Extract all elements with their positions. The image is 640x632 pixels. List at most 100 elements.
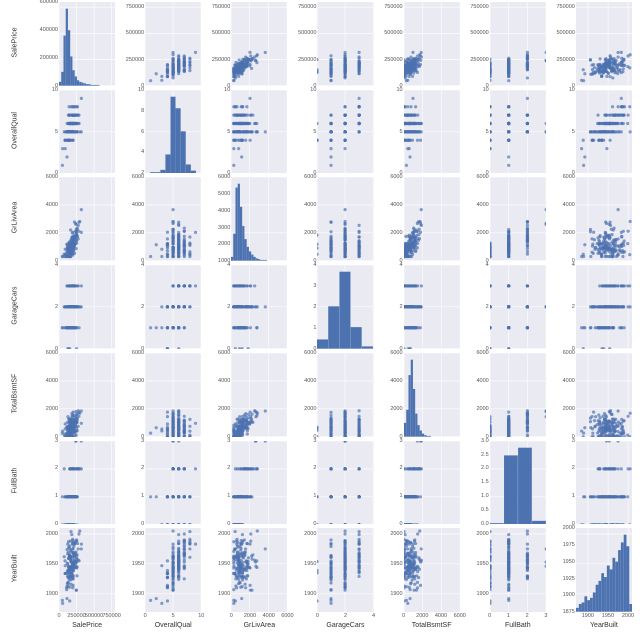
ytick-label: 1950 bbox=[205, 561, 230, 567]
ytick-label: 600000 bbox=[33, 0, 58, 5]
ytick-label: 0 bbox=[119, 521, 144, 527]
ytick-label: 2.5 bbox=[464, 452, 489, 458]
ytick-label: 750000 bbox=[550, 4, 575, 10]
pairplot-cell-FullBath-vs-SalePrice: 0123 bbox=[33, 441, 115, 525]
ytick-label: 250000 bbox=[378, 57, 403, 63]
pairplot-cell-OverallQual-vs-FullBath: 0510 bbox=[464, 90, 546, 174]
ytick-label: 1875 bbox=[550, 609, 575, 615]
pairplot-cell-SalePrice-vs-SalePrice: 0200000400000600000 bbox=[33, 2, 115, 86]
ytick-label: 2000 bbox=[205, 406, 230, 412]
ytick-label: 250000 bbox=[464, 57, 489, 63]
ytick-label: 1950 bbox=[550, 559, 575, 565]
ytick-label: 6000 bbox=[33, 350, 58, 356]
ytick-label: 2 bbox=[550, 465, 575, 471]
pairplot-cell-GarageCars-vs-FullBath: 024 bbox=[464, 265, 546, 349]
pairplot-cell-YearBuilt-vs-YearBuilt: 187519001925195019752000190019502000 bbox=[550, 528, 632, 612]
pairplot-cell-SalePrice-vs-GrLivArea: 0250000500000750000 bbox=[205, 2, 287, 86]
ytick-label: 750000 bbox=[464, 4, 489, 10]
ytick-label: 2000 bbox=[205, 241, 230, 247]
ytick-label: 2 bbox=[550, 304, 575, 310]
pairplot-cell-GarageCars-vs-TotalBsmtSF: 024 bbox=[378, 265, 460, 349]
pairplot-cell-FullBath-vs-OverallQual: 0123 bbox=[119, 441, 201, 525]
pairplot-cell-FullBath-vs-GarageCars: 0123 bbox=[291, 441, 373, 525]
ytick-label: 4 bbox=[291, 262, 316, 268]
ytick-label: 0 bbox=[291, 521, 316, 527]
ytick-label: 6 bbox=[119, 129, 144, 135]
ytick-label: 4000 bbox=[291, 202, 316, 208]
y-axis-label-OverallQual: OverallQual bbox=[12, 105, 19, 155]
pairplot-cell-TotalBsmtSF-vs-FullBath: 0200040006000 bbox=[464, 353, 546, 437]
pairplot-cell-OverallQual-vs-GarageCars: 0510 bbox=[291, 90, 373, 174]
ytick-label: 750000 bbox=[378, 4, 403, 10]
ytick-label: 1.5 bbox=[464, 479, 489, 485]
pairplot-cell-YearBuilt-vs-TotalBsmtSF: 1900195020000200040006000 bbox=[378, 528, 460, 612]
pairplot-cell-TotalBsmtSF-vs-OverallQual: 0200040006000 bbox=[119, 353, 201, 437]
ytick-label: 1975 bbox=[550, 542, 575, 548]
ytick-label: 1925 bbox=[550, 576, 575, 582]
ytick-label: 500000 bbox=[205, 30, 230, 36]
ytick-label: 6000 bbox=[291, 350, 316, 356]
ytick-label: 6000 bbox=[378, 174, 403, 180]
y-axis-label-FullBath: FullBath bbox=[12, 456, 19, 506]
ytick-label: 3000 bbox=[205, 225, 230, 231]
ytick-label: 4000 bbox=[464, 378, 489, 384]
ytick-label: 1900 bbox=[464, 591, 489, 597]
ytick-label: 4000 bbox=[33, 202, 58, 208]
ytick-label: 5 bbox=[33, 129, 58, 135]
ytick-label: 2000 bbox=[378, 531, 403, 537]
pairplot-cell-OverallQual-vs-OverallQual: 246810 bbox=[119, 90, 201, 174]
ytick-label: 5 bbox=[205, 129, 230, 135]
xtick-label: 0 bbox=[133, 613, 157, 619]
ytick-label: 500000 bbox=[550, 30, 575, 36]
ytick-label: 6000 bbox=[464, 350, 489, 356]
pairplot-cell-YearBuilt-vs-OverallQual: 1900195020000510 bbox=[119, 528, 201, 612]
ytick-label: 6000 bbox=[119, 174, 144, 180]
ytick-label: 250000 bbox=[291, 57, 316, 63]
x-axis-label-GarageCars: GarageCars bbox=[316, 622, 376, 629]
ytick-label: 10 bbox=[464, 87, 489, 93]
ytick-label: 1900 bbox=[33, 591, 58, 597]
ytick-label: 3 bbox=[291, 283, 316, 289]
ytick-label: 250000 bbox=[119, 57, 144, 63]
ytick-label: 1 bbox=[550, 493, 575, 499]
ytick-label: 3 bbox=[291, 438, 316, 444]
ytick-label: 200000 bbox=[33, 55, 58, 61]
pairplot-cell-GrLivArea-vs-OverallQual: 0200040006000 bbox=[119, 177, 201, 261]
ytick-label: 10 bbox=[33, 87, 58, 93]
ytick-label: 2000 bbox=[550, 406, 575, 412]
ytick-label: 1 bbox=[33, 493, 58, 499]
ytick-label: 2.0 bbox=[464, 465, 489, 471]
pairplot-cell-SalePrice-vs-TotalBsmtSF: 0250000500000750000 bbox=[378, 2, 460, 86]
ytick-label: 2000 bbox=[119, 230, 144, 236]
pairplot-cell-GarageCars-vs-GarageCars: 01234 bbox=[291, 265, 373, 349]
ytick-label: 4000 bbox=[550, 378, 575, 384]
ytick-label: 6000 bbox=[550, 174, 575, 180]
ytick-label: 1900 bbox=[291, 591, 316, 597]
ytick-label: 8 bbox=[119, 108, 144, 114]
ytick-label: 3.0 bbox=[464, 438, 489, 444]
pairplot-cell-YearBuilt-vs-GarageCars: 190019502000024 bbox=[291, 528, 373, 612]
y-axis-label-YearBuilt: YearBuilt bbox=[12, 544, 19, 594]
ytick-label: 2 bbox=[205, 304, 230, 310]
xtick-label: 10 bbox=[189, 613, 213, 619]
ytick-label: 4000 bbox=[205, 378, 230, 384]
pairplot-cell-YearBuilt-vs-GrLivArea: 1900195020000200040006000 bbox=[205, 528, 287, 612]
ytick-label: 750000 bbox=[205, 4, 230, 10]
pairplot-cell-SalePrice-vs-GarageCars: 0250000500000750000 bbox=[291, 2, 373, 86]
pairplot-cell-TotalBsmtSF-vs-TotalBsmtSF: 0200040006000 bbox=[378, 353, 460, 437]
ytick-label: 1 bbox=[119, 493, 144, 499]
x-axis-label-OverallQual: OverallQual bbox=[143, 622, 203, 629]
pairplot-cell-GarageCars-vs-GrLivArea: 024 bbox=[205, 265, 287, 349]
ytick-label: 4000 bbox=[550, 202, 575, 208]
ytick-label: 500000 bbox=[464, 30, 489, 36]
ytick-label: 2 bbox=[205, 465, 230, 471]
ytick-label: 2 bbox=[33, 465, 58, 471]
x-axis-label-YearBuilt: YearBuilt bbox=[574, 622, 634, 629]
pairplot-cell-GarageCars-vs-SalePrice: 024 bbox=[33, 265, 115, 349]
ytick-label: 0 bbox=[205, 521, 230, 527]
pairplot-cell-GrLivArea-vs-FullBath: 0200040006000 bbox=[464, 177, 546, 261]
xtick-label: 6000 bbox=[448, 613, 472, 619]
ytick-label: 1950 bbox=[291, 561, 316, 567]
pairplot-cell-FullBath-vs-GrLivArea: 0123 bbox=[205, 441, 287, 525]
ytick-label: 2000 bbox=[464, 230, 489, 236]
